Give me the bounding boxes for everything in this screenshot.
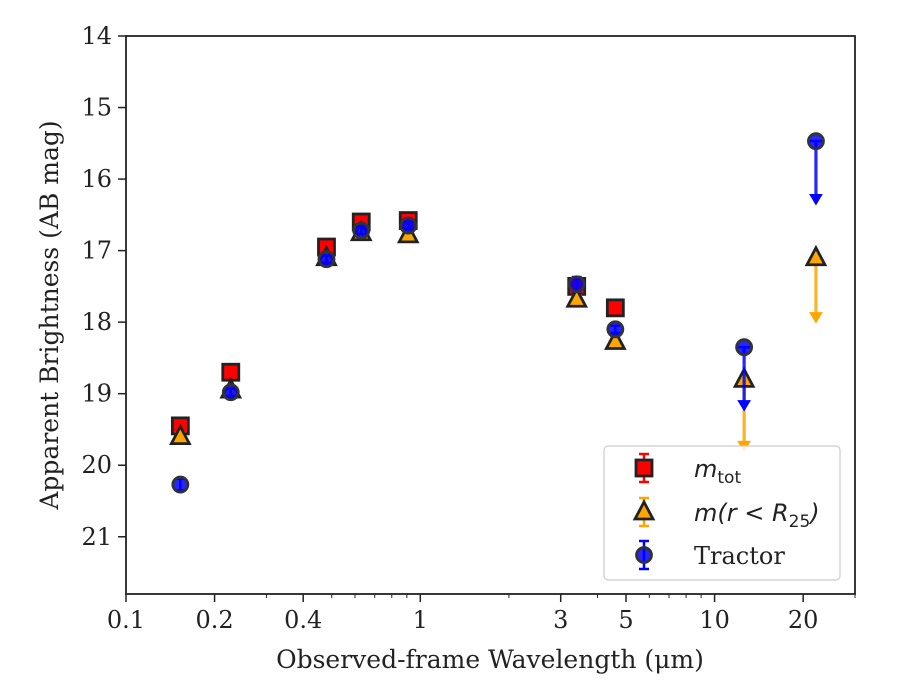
series-1 xyxy=(169,219,828,453)
legend-box xyxy=(603,445,841,581)
x-tick-label: 3 xyxy=(553,606,568,634)
x-axis: 0.1 0.2 0.4 1 3 5 10 20 xyxy=(107,594,856,634)
data-point xyxy=(221,383,240,402)
legend-marker xyxy=(635,546,653,564)
data-point xyxy=(567,275,586,294)
series-2 xyxy=(171,132,825,494)
x-tick-label: 0.2 xyxy=(196,606,234,634)
plot-frame xyxy=(125,35,856,595)
legend-entry: m(r < R25) xyxy=(632,496,820,532)
y-tick-label: 20 xyxy=(81,451,112,479)
upper-limit-arrowhead xyxy=(809,312,823,324)
upper-limit-arrowhead xyxy=(809,194,823,206)
data-point xyxy=(352,221,371,240)
data-point xyxy=(605,298,625,318)
legend: mtot m(r < R25) Tractor xyxy=(603,445,841,581)
data-point xyxy=(565,286,589,308)
legend-marker xyxy=(634,458,654,478)
legend-marker xyxy=(632,499,656,521)
upper-limit-arrowhead xyxy=(737,400,752,412)
y-tick-label: 21 xyxy=(81,523,112,551)
data-point xyxy=(807,132,825,151)
x-tick-label: 0.4 xyxy=(284,606,322,634)
data-point xyxy=(317,250,336,269)
data-point xyxy=(735,338,754,357)
legend-entry: Tractor xyxy=(635,539,785,571)
y-tick-label: 17 xyxy=(81,237,112,265)
x-tick-label: 20 xyxy=(788,606,819,634)
x-axis-label: Observed-frame Wavelength (μm) xyxy=(276,645,704,674)
plot-area xyxy=(125,35,856,595)
x-tick-label: 0.1 xyxy=(107,606,145,634)
y-tick-label: 19 xyxy=(81,380,112,408)
legend-label: Tractor xyxy=(694,542,785,570)
data-point xyxy=(171,475,190,494)
legend-label: mtot xyxy=(694,455,741,488)
data-point xyxy=(399,216,418,235)
data-point xyxy=(606,320,625,339)
y-tick-label: 18 xyxy=(81,308,112,336)
series-0 xyxy=(170,211,625,436)
data-point xyxy=(604,328,627,350)
legend-label: m(r < R25) xyxy=(694,499,820,532)
x-tick-label: 10 xyxy=(699,606,730,634)
data-point xyxy=(169,423,192,446)
y-tick-label: 16 xyxy=(81,165,112,193)
legend-entry: mtot xyxy=(634,452,741,488)
y-axis: 14 15 16 17 18 19 20 21 xyxy=(81,22,126,551)
y-tick-label: 14 xyxy=(81,22,112,50)
x-tick-label: 5 xyxy=(618,606,633,634)
data-point xyxy=(804,244,828,267)
x-tick-label: 1 xyxy=(413,606,428,634)
y-axis-label: Apparent Brightness (AB mag) xyxy=(35,120,64,510)
y-tick-label: 15 xyxy=(81,94,112,122)
